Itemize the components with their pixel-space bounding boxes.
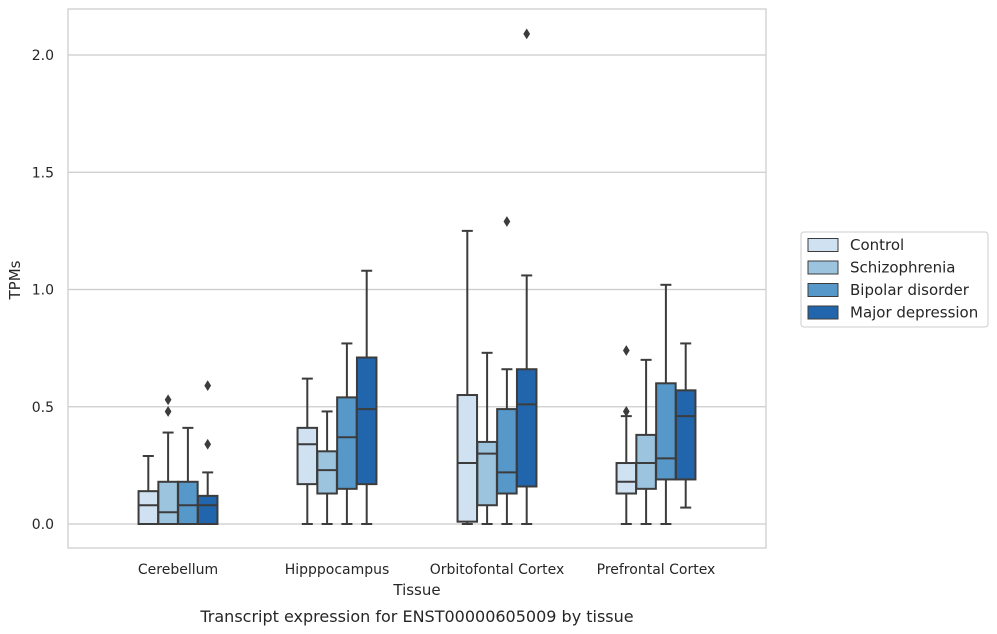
outlier-point: [204, 438, 212, 450]
box-schizophrenia: [157, 394, 179, 526]
plot-frame: [67, 8, 767, 549]
x-tick-label: Hipppocampus: [285, 562, 390, 578]
box-bipolar-disorder: [336, 342, 358, 525]
box-iqr: [196, 494, 219, 525]
legend-label: Bipolar disorder: [850, 281, 970, 299]
legend-label: Control: [850, 236, 904, 254]
outlier-point: [164, 394, 172, 406]
box-schizophrenia: [635, 358, 657, 525]
y-axis-ticks: 0.0 0.5 1.0 1.5 2.0: [32, 48, 54, 533]
legend-swatch: [807, 283, 839, 297]
outlier-point: [164, 406, 172, 417]
box-iqr: [137, 490, 160, 526]
outlier-point: [503, 216, 511, 227]
box-control: [615, 345, 638, 525]
box-control: [456, 229, 479, 525]
legend-swatch: [807, 238, 839, 252]
y-tick-label: 1.0: [32, 283, 54, 299]
outlier-point: [622, 345, 630, 356]
box-iqr: [615, 462, 638, 495]
box-iqr: [355, 356, 378, 486]
outlier-point: [523, 28, 531, 40]
x-axis-ticks: Cerebellum Hipppocampus Orbitofontal Corte…: [138, 562, 715, 578]
box-schizophrenia: [476, 351, 498, 525]
y-tick-label: 2.0: [32, 48, 54, 64]
legend-label: Schizophrenia: [850, 259, 955, 277]
box-iqr: [655, 382, 677, 481]
y-tick-label: 0.0: [32, 517, 54, 533]
legend-swatch: [807, 260, 839, 275]
y-axis-label: TPMs: [6, 260, 24, 300]
outlier-point: [622, 406, 630, 417]
box-iqr: [496, 408, 518, 495]
box-iqr: [635, 433, 657, 490]
box-iqr: [515, 368, 538, 488]
outlier-point: [204, 380, 212, 392]
x-tick-label: Orbitofontal Cortex: [430, 562, 565, 578]
box-bipolar-disorder: [496, 216, 518, 525]
box-iqr: [336, 396, 358, 490]
y-tick-label: 1.5: [32, 165, 54, 181]
box-plot-marks: [137, 28, 697, 526]
box-iqr: [674, 389, 697, 481]
box-schizophrenia: [316, 410, 338, 525]
box-major-depression: [674, 342, 697, 509]
y-tick-label: 0.5: [32, 400, 54, 416]
box-iqr: [456, 394, 479, 523]
box-major-depression: [515, 28, 538, 525]
box-control: [296, 377, 319, 525]
box-bipolar-disorder: [655, 283, 677, 525]
legend-label: Major depression: [850, 304, 978, 322]
box-iqr: [157, 480, 179, 526]
box-iqr: [296, 426, 319, 486]
chart-caption: Transcript expression for ENST0000060500…: [199, 607, 633, 626]
box-iqr: [476, 440, 498, 507]
box-major-depression: [196, 380, 219, 525]
x-axis-label: Tissue: [392, 581, 440, 599]
box-iqr: [177, 480, 199, 526]
box-bipolar-disorder: [177, 426, 199, 526]
legend-frame: [800, 231, 989, 328]
legend-swatch: [807, 305, 839, 320]
box-major-depression: [355, 269, 378, 525]
box-iqr: [316, 450, 338, 495]
box-control: [137, 454, 160, 526]
legend: Control Schizophrenia Bipolar disorder Majo…: [800, 231, 989, 328]
x-tick-label: Cerebellum: [138, 562, 218, 578]
x-tick-label: Prefrontal Cortex: [597, 562, 716, 578]
